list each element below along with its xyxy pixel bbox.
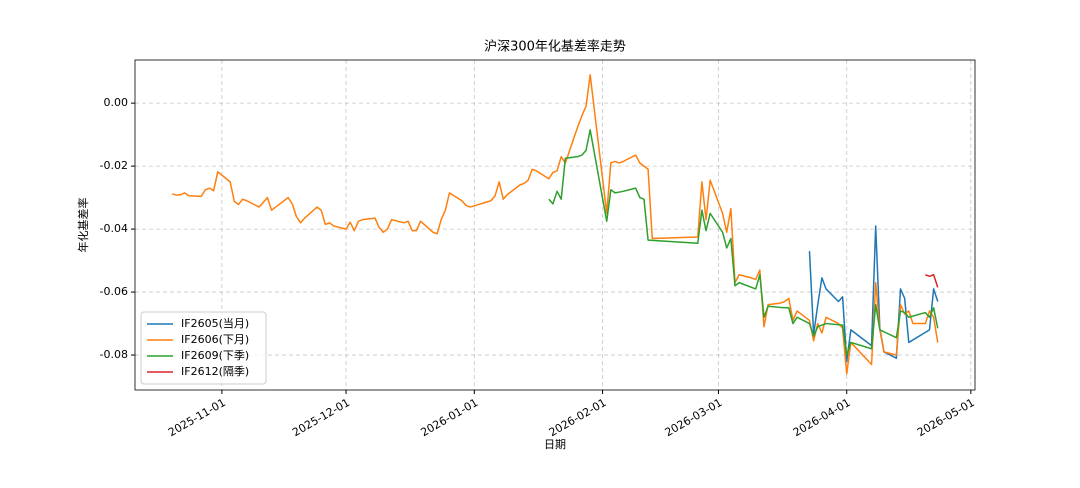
- x-tick-label: 2025-11-01: [166, 396, 228, 439]
- series-line: [548, 129, 939, 356]
- series-line: [925, 274, 939, 288]
- x-tick-label: 2026-02-01: [547, 396, 609, 439]
- legend-label: IF2606(下月): [181, 333, 249, 346]
- plot-frame: [134, 59, 976, 391]
- legend-label: IF2612(隔季): [181, 365, 249, 378]
- legend-label: IF2609(下季): [181, 349, 249, 362]
- x-tick-label: 2025-12-01: [290, 396, 352, 439]
- y-tick-label: -0.06: [100, 285, 128, 298]
- x-tick-label: 2026-01-01: [418, 396, 480, 439]
- x-tick-label: 2026-05-01: [915, 396, 977, 439]
- x-tick-label: 2026-04-01: [791, 396, 853, 439]
- y-tick-label: -0.02: [100, 159, 128, 172]
- y-tick-label: 0.00: [104, 96, 129, 109]
- chart-title: 沪深300年化基差率走势: [484, 39, 626, 55]
- series-line: [172, 74, 939, 375]
- legend-box: [140, 311, 267, 385]
- y-axis-label: 年化基差率: [76, 198, 90, 253]
- x-axis-label: 日期: [544, 438, 566, 451]
- y-tick-label: -0.04: [100, 222, 128, 235]
- series-line: [808, 225, 939, 363]
- y-tick-label: -0.08: [100, 348, 128, 361]
- x-tick-label: 2026-03-01: [663, 396, 725, 439]
- legend-label: IF2605(当月): [181, 316, 249, 330]
